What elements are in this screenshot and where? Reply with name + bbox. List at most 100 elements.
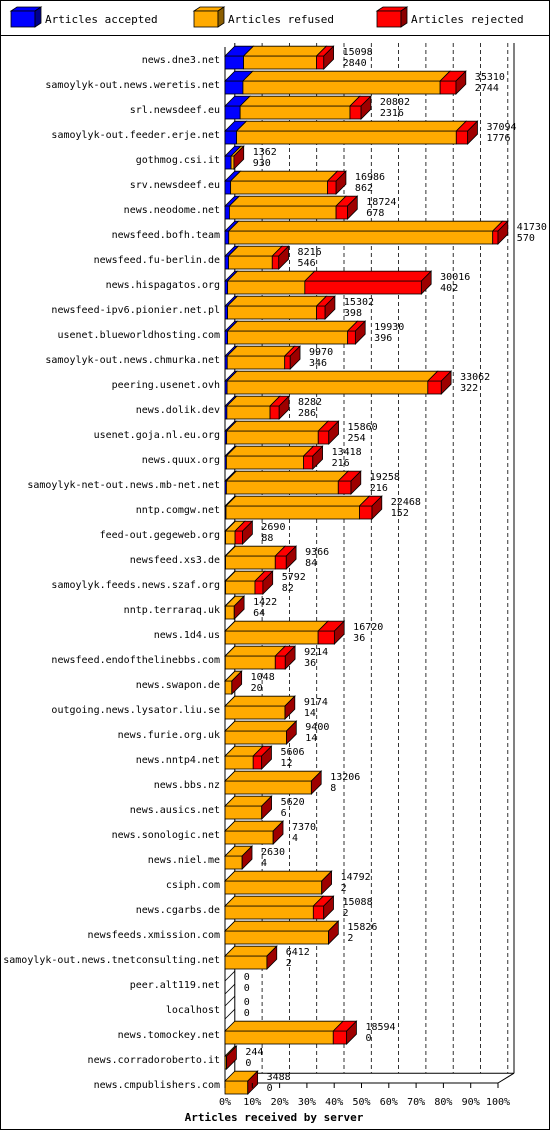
data-label-total: 1422 [253, 597, 277, 608]
x-tick-label: 40% [325, 1097, 343, 1108]
x-tick-label: 50% [352, 1097, 370, 1108]
bar-refused [228, 306, 317, 319]
data-label-total: 19930 [374, 322, 404, 333]
bar-top-refused [227, 421, 328, 431]
category-label: csiph.com [166, 880, 220, 891]
bar-rejected [428, 381, 441, 394]
bar-row [225, 371, 451, 394]
x-tick-label: 0% [219, 1097, 231, 1108]
bar-top-refused [228, 271, 315, 281]
data-label-accepted: 152 [391, 508, 409, 519]
x-tick-label: 60% [380, 1097, 398, 1108]
bar-rejected [272, 256, 278, 269]
data-label-accepted: 396 [374, 333, 392, 344]
data-label-total: 8282 [298, 397, 322, 408]
bar-top-refused [227, 371, 438, 381]
bar-row [225, 1071, 258, 1094]
data-label-total: 15088 [343, 897, 373, 908]
bar-row [225, 896, 334, 919]
bar-refused [227, 381, 428, 394]
bar-rejected [275, 556, 286, 569]
category-label: newsfeed-ipv6.pionier.net.pl [51, 305, 220, 316]
category-label: news.bbs.nz [154, 780, 220, 791]
data-label-accepted: 678 [366, 208, 384, 219]
legend-item-rejected: Articles rejected [377, 7, 524, 27]
data-label-total: 30016 [440, 272, 470, 283]
data-label-total: 18594 [365, 1022, 395, 1033]
bar-refused [225, 906, 313, 919]
bar-refused [227, 431, 319, 444]
data-label-accepted: 14 [305, 733, 317, 744]
data-label-total: 0 [244, 997, 250, 1008]
data-label-total: 16986 [355, 172, 385, 183]
data-label-total: 13206 [330, 772, 360, 783]
bar-top-refused [244, 46, 327, 56]
bar-refused [225, 781, 311, 794]
bar-top-refused [231, 171, 338, 181]
data-label-accepted: 398 [344, 308, 362, 319]
bar-rejected [304, 456, 313, 469]
category-label: usenet.goja.nl.eu.org [94, 430, 220, 441]
category-label: news.cmpublishers.com [94, 1080, 220, 1091]
bar-empty [225, 996, 235, 1006]
bar-top-refused [228, 321, 358, 331]
data-label-accepted: 0 [244, 1008, 250, 1019]
bar-row [225, 946, 277, 969]
bar-refused [225, 856, 242, 869]
data-label-total: 13418 [332, 447, 362, 458]
category-label: news.dne3.net [142, 55, 220, 66]
data-label-total: 20802 [380, 97, 410, 108]
bar-top-refused [240, 96, 360, 106]
data-label-total: 1048 [251, 672, 275, 683]
category-label: news.tomockey.net [118, 1030, 220, 1041]
bar-rejected [456, 131, 467, 144]
category-labels: news.dne3.netsamoylyk-out.news.weretis.n… [3, 55, 220, 1091]
category-label: news.cgarbs.de [136, 905, 220, 916]
bar-refused [225, 656, 275, 669]
data-label-accepted: 4 [292, 833, 298, 844]
category-label: news.hispagatos.org [106, 280, 220, 291]
bar-refused [226, 581, 255, 594]
x-tick-labels: 0%10%20%30%40%50%60%70%80%90%100% [219, 1083, 510, 1108]
bar-refused [240, 106, 350, 119]
x-tick-label: 30% [298, 1097, 316, 1108]
data-label-accepted: 2840 [343, 58, 367, 69]
category-label: srv.newsdeef.eu [130, 180, 220, 191]
bar-refused [228, 281, 305, 294]
category-label: news.quux.org [142, 455, 220, 466]
category-label: newsfeed.bofh.team [112, 230, 220, 241]
bar-refused [225, 1081, 248, 1094]
bar-rejected [336, 206, 347, 219]
data-label-total: 9174 [304, 697, 328, 708]
x-tick-label: 80% [434, 1097, 452, 1108]
category-label: samoylyk-out.news.tnetconsulting.net [3, 955, 220, 966]
bar-empty [225, 971, 235, 981]
bar-rejected [317, 306, 326, 319]
data-label-total: 6412 [286, 947, 310, 958]
bar-row [225, 846, 252, 869]
bar-row [225, 71, 466, 94]
data-label-accepted: 82 [282, 583, 294, 594]
bar-row [225, 196, 357, 219]
bar-empty [225, 984, 235, 994]
bar-row [225, 146, 244, 169]
bar-refused [225, 881, 322, 894]
category-label: newsfeed.endofthelinebbs.com [51, 655, 220, 666]
bar-row [225, 646, 295, 669]
data-label-accepted: 14 [304, 708, 316, 719]
category-label: nntp.terraraq.uk [124, 605, 220, 616]
data-label-accepted: 2 [347, 933, 353, 944]
x-tick-label: 100% [486, 1097, 510, 1108]
bar-row [225, 246, 289, 269]
bar-rejected [318, 431, 329, 444]
legend-label-rejected: Articles rejected [411, 13, 524, 26]
bar-rejected [338, 481, 351, 494]
data-label-accepted: 88 [261, 533, 273, 544]
data-label-total: 14792 [341, 872, 371, 883]
x-axis-label: Articles received by server [185, 1111, 364, 1124]
category-label: newsfeed.xs3.de [130, 555, 220, 566]
bar-top-refused [225, 1021, 343, 1031]
data-label-total: 37094 [486, 122, 516, 133]
bar-row [225, 521, 252, 544]
data-label-accepted: 254 [348, 433, 366, 444]
